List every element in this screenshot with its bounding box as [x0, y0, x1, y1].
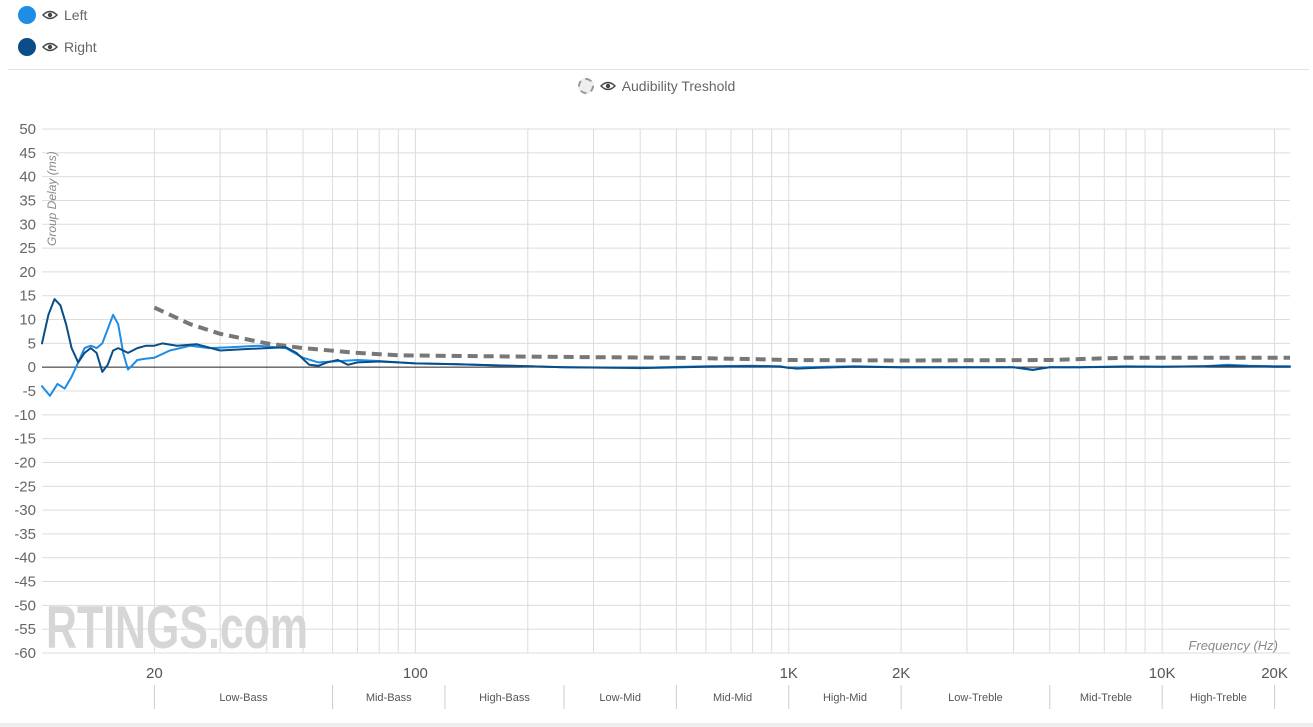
y-tick-label: 35 — [19, 192, 36, 209]
y-tick-label: 25 — [19, 240, 36, 257]
band-label: Low-Bass — [219, 692, 268, 704]
frequency-bands: Low-Bass Mid-Bass High-Bass Low-Mid Mid-Mid H… — [153, 685, 1276, 709]
x-axis-label: Frequency (Hz) — [1188, 638, 1278, 653]
band-label: Low-Mid — [599, 692, 641, 704]
horizontal-gridlines — [42, 128, 1290, 654]
legend-item-right[interactable]: Right — [18, 36, 97, 58]
y-tick-labels: 50454035302520151050-5-10-15-20-25-30-35… — [14, 121, 36, 662]
legend-label-threshold: Audibility Treshold — [621, 78, 736, 94]
legend-divider — [8, 69, 1309, 70]
legend-item-threshold[interactable]: Audibility Treshold — [0, 75, 1313, 97]
legend-item-left[interactable]: Left — [18, 4, 87, 26]
series-line-left — [41, 313, 1291, 397]
series-lines — [41, 298, 1291, 397]
y-tick-label: -25 — [14, 478, 36, 495]
band-label: High-Treble — [1190, 692, 1247, 704]
y-tick-label: -10 — [14, 407, 36, 424]
legend-label-right: Right — [64, 39, 97, 55]
series-line-right — [41, 298, 1291, 373]
legend-swatch-threshold — [577, 78, 594, 94]
y-tick-label: -60 — [14, 645, 36, 662]
y-tick-label: 30 — [19, 216, 36, 233]
band-label: Mid-Bass — [366, 692, 412, 704]
x-tick-label: 1K — [780, 665, 798, 682]
y-tick-label: -50 — [14, 597, 36, 614]
eye-icon[interactable] — [599, 80, 616, 92]
band-label: Mid-Treble — [1080, 692, 1132, 704]
y-axis-label: Group Delay (ms) — [45, 151, 59, 246]
band-label: High-Mid — [823, 692, 867, 704]
y-tick-label: 10 — [19, 312, 36, 329]
y-tick-label: 45 — [19, 145, 36, 162]
legend-swatch-left — [18, 6, 36, 24]
legend-swatch-right — [18, 38, 36, 56]
x-tick-label: 20 — [146, 665, 163, 682]
y-tick-label: 5 — [28, 335, 36, 352]
footer-bar — [0, 723, 1313, 727]
y-tick-label: -40 — [14, 550, 36, 567]
y-tick-label: 15 — [19, 288, 36, 305]
y-tick-label: 0 — [28, 359, 36, 376]
band-label: Low-Treble — [948, 692, 1003, 704]
series-line-audibility-treshold — [153, 305, 1290, 363]
y-tick-label: -55 — [14, 621, 36, 638]
y-tick-label: 40 — [19, 169, 36, 186]
legend-label-left: Left — [64, 7, 88, 23]
eye-icon[interactable] — [42, 9, 58, 21]
y-tick-label: -15 — [14, 431, 36, 448]
x-tick-label: 10K — [1149, 665, 1176, 682]
y-tick-label: -5 — [23, 383, 36, 400]
y-tick-label: 20 — [19, 264, 36, 281]
vertical-gridlines — [153, 129, 1276, 653]
band-label: Mid-Mid — [713, 692, 752, 704]
eye-icon[interactable] — [42, 41, 58, 53]
x-tick-label: 100 — [403, 665, 428, 682]
y-tick-label: -45 — [14, 574, 36, 591]
y-tick-label: -35 — [14, 526, 36, 543]
y-tick-label: 50 — [19, 121, 36, 138]
band-label: High-Bass — [479, 692, 530, 704]
rtings-watermark: RTINGS.com — [46, 594, 308, 661]
x-tick-label: 2K — [892, 665, 910, 682]
x-tick-labels: 20 100 1K 2K 10K 20K — [146, 665, 1288, 682]
y-tick-label: -20 — [14, 454, 36, 471]
x-tick-label: 20K — [1261, 665, 1288, 682]
y-tick-label: -30 — [14, 502, 36, 519]
